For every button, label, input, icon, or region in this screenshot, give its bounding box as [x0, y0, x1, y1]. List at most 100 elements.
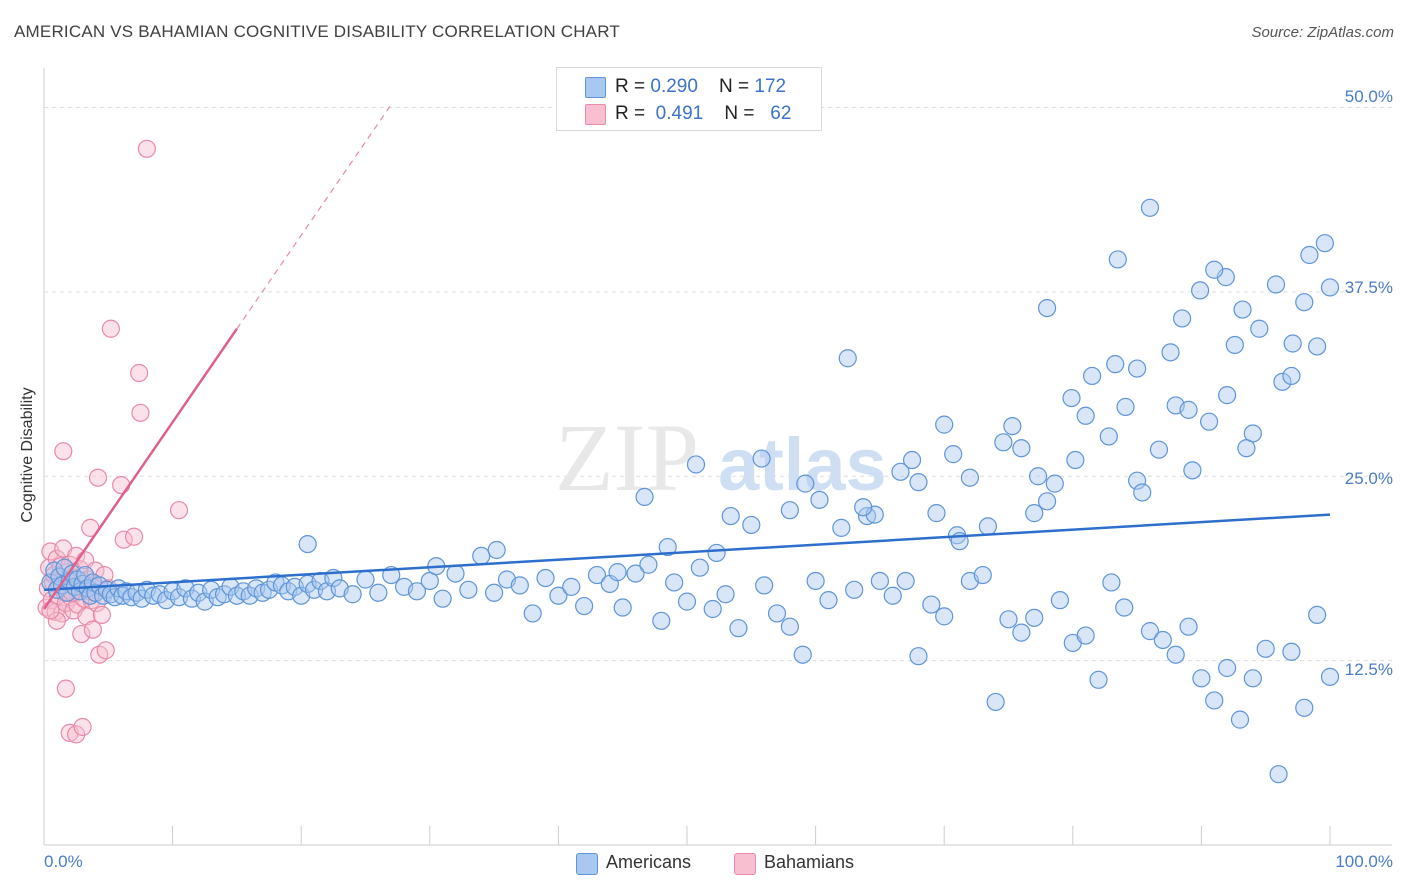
americans-point-92 [756, 577, 773, 594]
americans-point-85 [666, 574, 683, 591]
americans-point-60 [344, 586, 361, 603]
americans-point-136 [1322, 668, 1339, 685]
americans-point-118 [1090, 671, 1107, 688]
legend-bahamians-swatch [734, 853, 756, 875]
americans-point-89 [717, 586, 734, 603]
bahamians-point-53 [131, 365, 148, 382]
americans-point-167 [1150, 441, 1167, 458]
americans-point-149 [811, 491, 828, 508]
americans-point-161 [1046, 475, 1063, 492]
americans-point-61 [357, 571, 374, 588]
americans-point-93 [769, 605, 786, 622]
bahamians-point-47 [132, 404, 149, 421]
americans-n-label: N = [719, 76, 754, 97]
americans-point-103 [897, 572, 914, 589]
bahamians-point-48 [138, 140, 155, 157]
americans-point-77 [563, 578, 580, 595]
americans-point-115 [1051, 592, 1068, 609]
x-tick-label-100: 100.0% [1335, 852, 1393, 872]
americans-point-128 [1219, 660, 1236, 677]
americans-point-109 [974, 567, 991, 584]
legend-americans-label: Americans [606, 852, 691, 873]
americans-trend-line [44, 515, 1330, 590]
americans-point-181 [1063, 390, 1080, 407]
americans-point-90 [730, 620, 747, 637]
americans-point-71 [486, 584, 503, 601]
americans-point-134 [1296, 699, 1313, 716]
bahamians-n-label: N = [724, 103, 759, 124]
americans-point-172 [1234, 301, 1251, 318]
americans-point-83 [640, 556, 657, 573]
americans-point-110 [987, 693, 1004, 710]
americans-point-131 [1257, 640, 1274, 657]
bahamians-point-49 [171, 502, 188, 519]
americans-point-202 [1206, 261, 1223, 278]
americans-point-199 [1141, 199, 1158, 216]
americans-point-203 [1296, 294, 1313, 311]
bahamians-point-52 [102, 320, 119, 337]
americans-point-197 [1180, 401, 1197, 418]
americans-point-97 [820, 592, 837, 609]
americans-point-95 [794, 646, 811, 663]
americans-point-99 [846, 581, 863, 598]
americans-r-value: 0.290 [650, 76, 698, 97]
bahamians-point-55 [57, 680, 74, 697]
bahamians-point-41 [93, 606, 110, 623]
americans-point-146 [753, 450, 770, 467]
americans-point-190 [1026, 505, 1043, 522]
americans-point-87 [691, 559, 708, 576]
americans-point-140 [609, 564, 626, 581]
americans-point-70 [473, 547, 490, 564]
americans-point-165 [1117, 398, 1134, 415]
x-axis-ticks [173, 826, 1330, 845]
bahamians-point-46 [113, 477, 130, 494]
americans-point-135 [1309, 606, 1326, 623]
y-axis-label: Cognitive Disability [19, 387, 37, 522]
bahamians-point-60 [42, 602, 59, 619]
americans-point-174 [1267, 276, 1284, 293]
americans-point-169 [1184, 462, 1201, 479]
americans-point-120 [1116, 599, 1133, 616]
bahamians-point-44 [55, 443, 72, 460]
americans-point-133 [1283, 643, 1300, 660]
americans-point-62 [370, 584, 387, 601]
americans-point-98 [833, 519, 850, 536]
americans-point-157 [979, 518, 996, 535]
americans-point-111 [1000, 611, 1017, 628]
americans-point-154 [928, 505, 945, 522]
americans-point-106 [936, 608, 953, 625]
americans-point-196 [1283, 367, 1300, 384]
americans-point-67 [434, 590, 451, 607]
americans-point-178 [855, 499, 872, 516]
americans-point-188 [1077, 407, 1094, 424]
americans-point-132 [1270, 766, 1287, 783]
americans-point-200 [1174, 310, 1191, 327]
bahamians-point-58 [74, 719, 91, 736]
americans-point-68 [447, 565, 464, 582]
bahamians-r-value: 0.491 [656, 103, 704, 124]
americans-point-104 [910, 648, 927, 665]
americans-point-96 [807, 572, 824, 589]
americans-point-141 [636, 488, 653, 505]
americans-point-153 [910, 474, 927, 491]
americans-point-160 [1030, 468, 1047, 485]
americans-point-74 [524, 605, 541, 622]
americans-point-117 [1077, 627, 1094, 644]
americans-point-73 [511, 577, 528, 594]
americans-point-198 [1109, 251, 1126, 268]
americans-point-143 [688, 456, 705, 473]
americans-point-183 [1162, 344, 1179, 361]
americans-point-75 [537, 570, 554, 587]
americans-point-147 [781, 502, 798, 519]
americans-point-91 [743, 516, 760, 533]
americans-point-119 [1103, 574, 1120, 591]
americans-point-170 [1201, 413, 1218, 430]
americans-point-126 [1193, 670, 1210, 687]
americans-point-129 [1231, 711, 1248, 728]
americans-point-123 [1154, 631, 1171, 648]
americans-point-139 [488, 542, 505, 559]
americans-point-144 [708, 544, 725, 561]
americans-point-180 [1004, 418, 1021, 435]
americans-point-150 [839, 350, 856, 367]
americans-point-159 [1013, 440, 1030, 457]
